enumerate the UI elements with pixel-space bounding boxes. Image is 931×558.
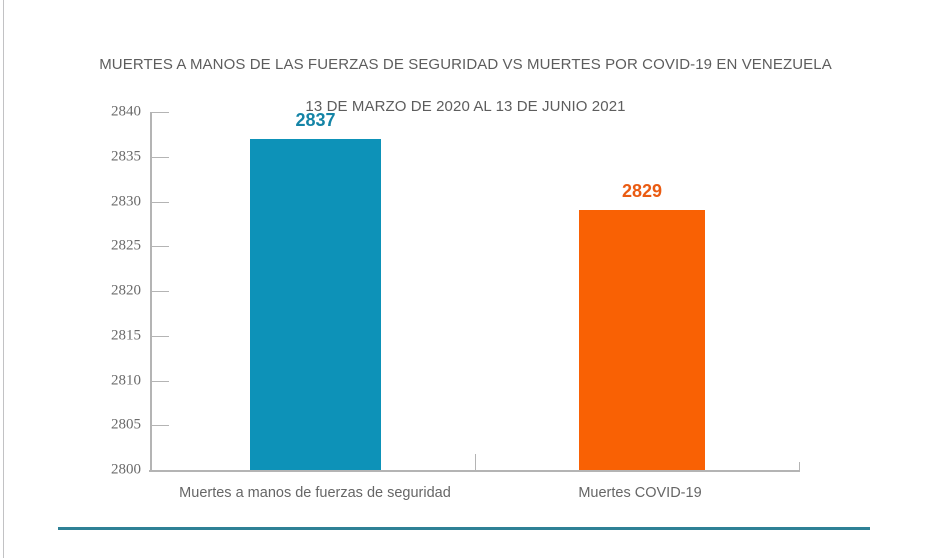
y-axis-tick xyxy=(152,246,169,248)
x-axis-end-tick xyxy=(799,462,800,472)
y-axis-tick xyxy=(152,112,169,113)
y-axis-tick xyxy=(152,425,169,427)
x-axis-category-label-2: Muertes COVID-19 xyxy=(578,485,702,501)
bar-value-label: 2837 xyxy=(295,109,336,130)
y-axis-tick-label: 2840 xyxy=(111,103,141,120)
y-axis-tick-label: 2810 xyxy=(111,372,141,388)
x-axis-category-label-1: Muertes a manos de fuerzas de seguridad xyxy=(179,485,451,501)
y-axis-tick-label: 2835 xyxy=(111,148,141,165)
y-axis-tick xyxy=(152,380,169,382)
y-axis-line xyxy=(150,112,152,470)
y-axis-tick-label: 2815 xyxy=(111,327,141,344)
bar-muertes-fuerzas-seguridad[interactable]: 2837 xyxy=(250,111,381,470)
y-axis-tick-label: 2805 xyxy=(111,416,141,433)
y-axis-tick-label: 2800 xyxy=(111,461,141,478)
y-axis-tick xyxy=(152,335,169,337)
y-axis-tick-label: 2820 xyxy=(111,282,141,299)
bottom-accent-rule xyxy=(58,527,870,530)
y-axis-tick-label: 2830 xyxy=(111,193,141,209)
y-axis-tick xyxy=(152,156,169,158)
y-axis-tick xyxy=(152,291,169,292)
y-axis-tick-label: 2825 xyxy=(111,237,141,254)
bar-muertes-covid-19[interactable]: 2829 xyxy=(579,182,705,470)
chart-title-line-2: 13 DE MARZO DE 2020 AL 13 DE JUNIO 2021 xyxy=(305,98,626,115)
y-axis-tick xyxy=(152,201,169,203)
chart-title-line-1: MUERTES A MANOS DE LAS FUERZAS DE SEGURI… xyxy=(99,56,832,73)
category-divider-tick xyxy=(475,454,476,472)
x-axis-line xyxy=(149,470,800,472)
left-edge-divider xyxy=(3,0,4,558)
plot-area: 2840 2835 2830 2825 2820 2815 2810 2805 xyxy=(111,104,800,500)
chart-title: MUERTES A MANOS DE LAS FUERZAS DE SEGURI… xyxy=(0,33,931,138)
bar-value-label: 2829 xyxy=(621,181,663,202)
